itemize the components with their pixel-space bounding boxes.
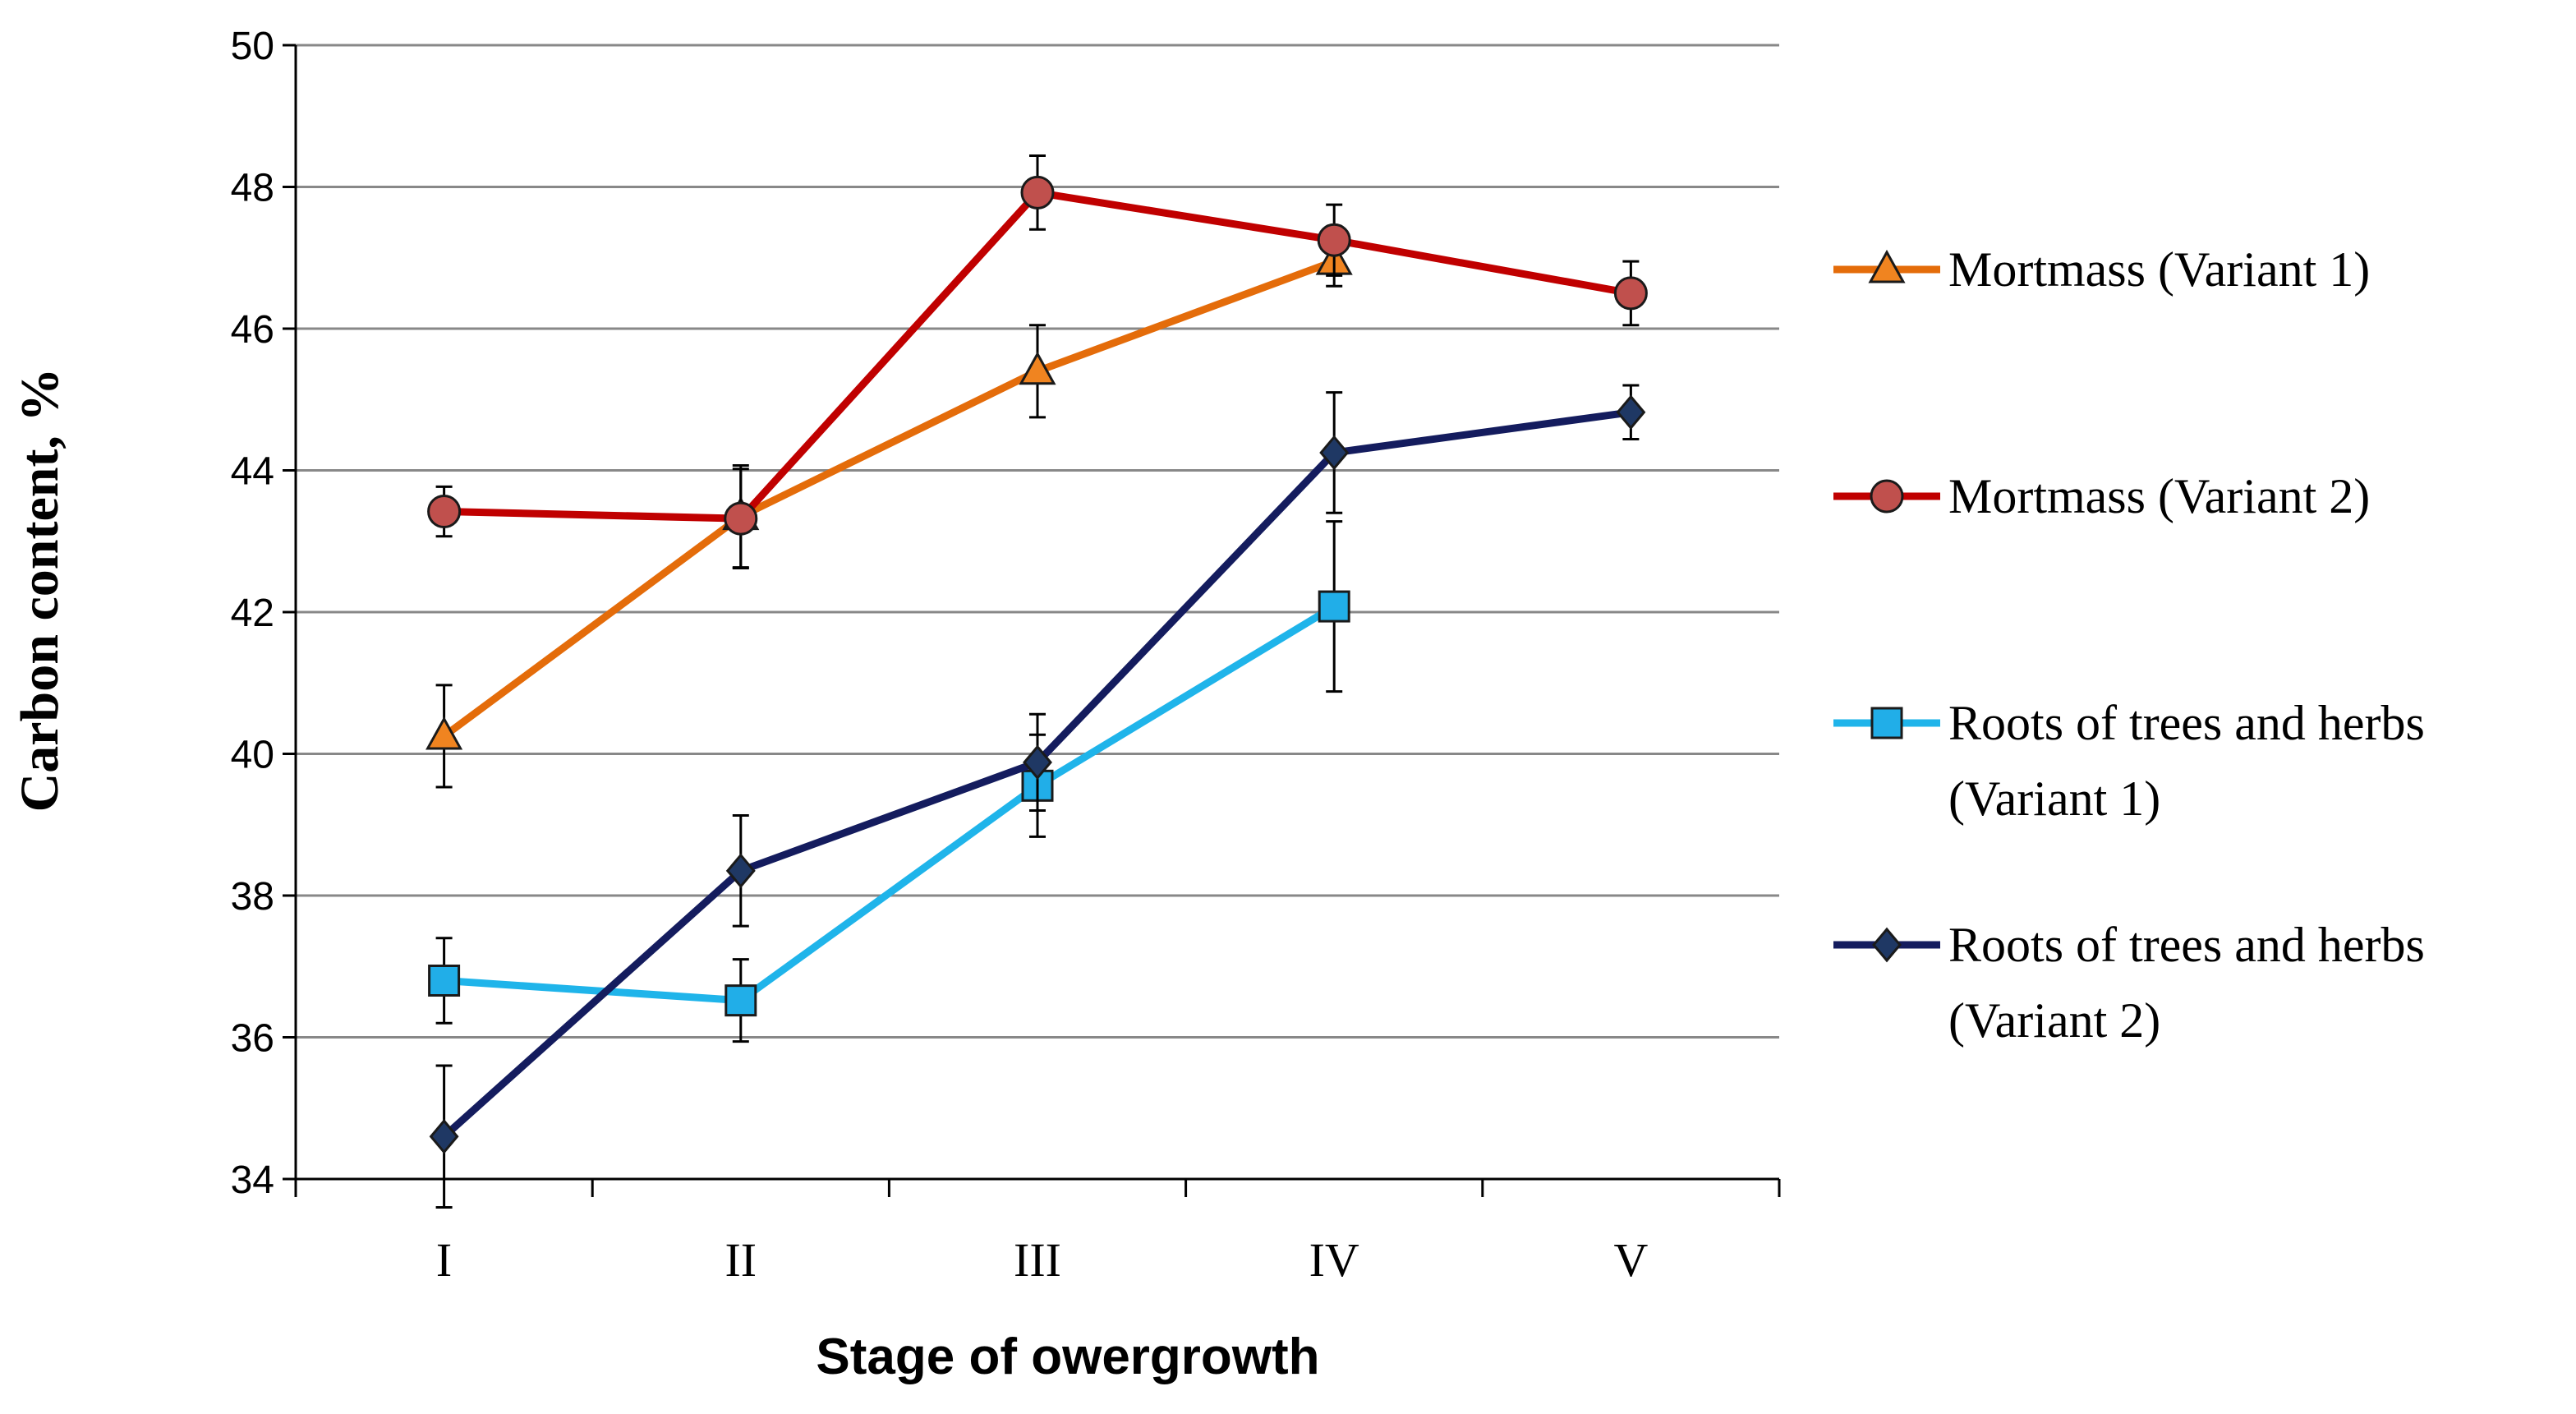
data-point bbox=[724, 984, 757, 1017]
x-tick-label: IV bbox=[1309, 1233, 1359, 1287]
data-point bbox=[1319, 435, 1350, 471]
data-point bbox=[724, 501, 758, 536]
legend-label: (Variant 2) bbox=[1948, 993, 2160, 1048]
data-point bbox=[428, 965, 461, 997]
y-tick-label: 50 bbox=[231, 25, 274, 68]
x-tick-label: I bbox=[436, 1233, 452, 1287]
y-axis-title: Carbon content, % bbox=[10, 368, 70, 813]
series-2 bbox=[427, 154, 1648, 570]
legend-label: Mortmass (Variant 2) bbox=[1948, 469, 2370, 523]
series-line bbox=[440, 257, 1338, 740]
legend: Mortmass (Variant 1) Mortmass (Variant 2)… bbox=[1833, 242, 2425, 1048]
data-point bbox=[1616, 394, 1646, 431]
y-tick-label: 44 bbox=[231, 450, 274, 494]
y-tick-label: 36 bbox=[231, 1017, 274, 1061]
y-tick-label: 34 bbox=[231, 1158, 274, 1202]
data-point bbox=[427, 495, 462, 529]
data-point bbox=[429, 1118, 459, 1154]
y-tick-label: 46 bbox=[231, 308, 274, 352]
legend-marker bbox=[1872, 927, 1902, 963]
legend-label: Mortmass (Variant 1) bbox=[1948, 242, 2370, 297]
x-axis-title: Stage of owergrowth bbox=[816, 1329, 1319, 1385]
data-point bbox=[1613, 276, 1648, 311]
data-point bbox=[725, 853, 756, 889]
data-point bbox=[1318, 590, 1350, 623]
legend-label: Roots of trees and herbs bbox=[1948, 696, 2425, 750]
legend-item: Roots of trees and herbs (Variant 2) bbox=[1833, 918, 2425, 1048]
legend-item: Mortmass (Variant 1) bbox=[1833, 242, 2370, 297]
x-tick-label: III bbox=[1014, 1233, 1061, 1287]
error-bars bbox=[435, 520, 1343, 1043]
data-point bbox=[1023, 744, 1052, 781]
legend-marker bbox=[1870, 479, 1904, 514]
data-point bbox=[1317, 223, 1351, 257]
series-4 bbox=[429, 384, 1646, 1209]
legend-marker bbox=[1868, 249, 1906, 283]
data-point bbox=[1019, 351, 1056, 385]
legend-marker bbox=[1870, 707, 1903, 739]
series-line bbox=[440, 602, 1338, 1005]
x-tick-label: II bbox=[724, 1233, 757, 1287]
series-3 bbox=[428, 520, 1350, 1043]
legend-item: Roots of trees and herbs (Variant 1) bbox=[1833, 696, 2425, 826]
legend-item: Mortmass (Variant 2) bbox=[1833, 469, 2370, 523]
y-tick-label: 42 bbox=[231, 592, 274, 635]
y-tick-label: 40 bbox=[231, 734, 274, 777]
y-tick-label: 38 bbox=[231, 875, 274, 919]
series-group bbox=[426, 154, 1648, 1209]
error-bars bbox=[435, 384, 1640, 1209]
legend-label: (Variant 1) bbox=[1948, 771, 2160, 826]
y-tick-label: 48 bbox=[231, 167, 274, 210]
x-tick-label: V bbox=[1613, 1233, 1648, 1287]
data-point bbox=[426, 716, 463, 750]
legend-label: Roots of trees and herbs bbox=[1948, 918, 2425, 972]
data-point bbox=[1020, 175, 1055, 210]
